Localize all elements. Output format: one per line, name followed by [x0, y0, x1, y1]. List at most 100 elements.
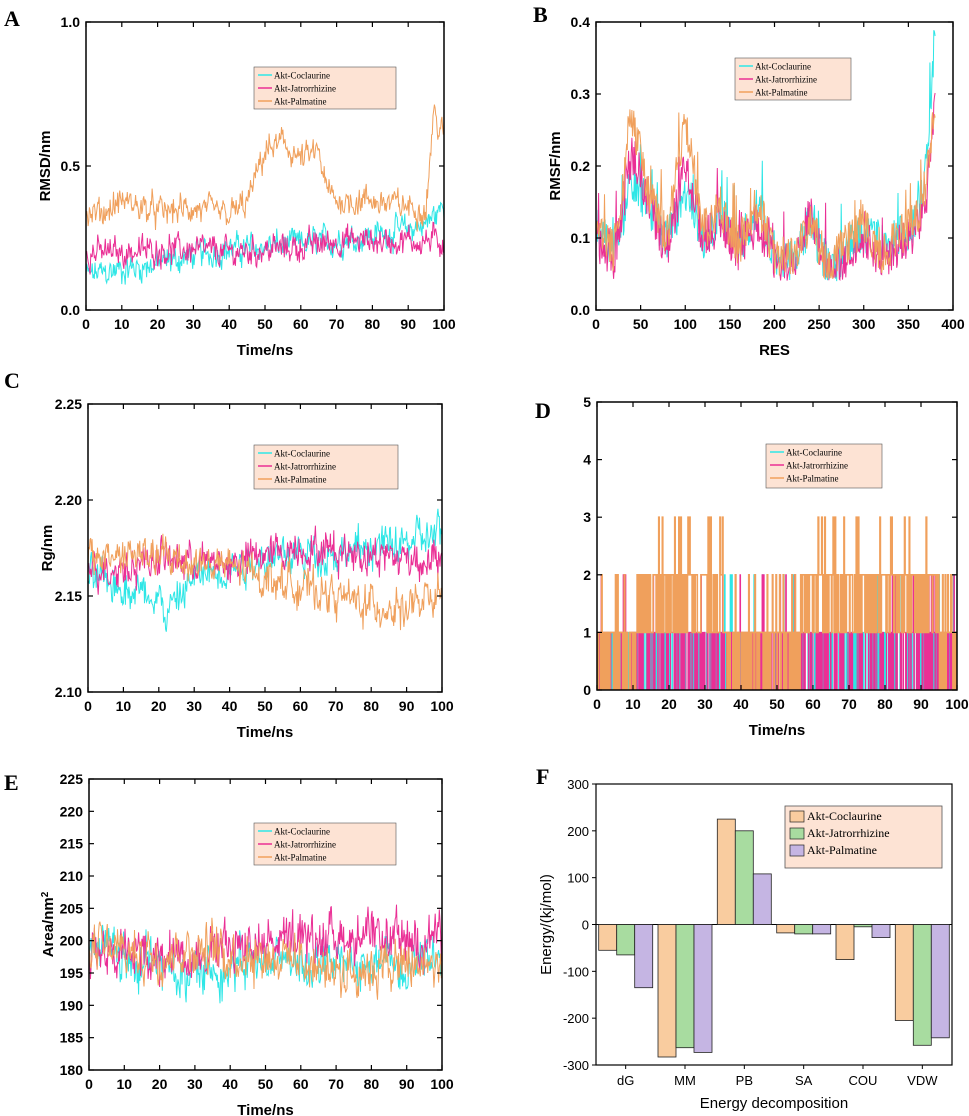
legend-label: Akt-Coclaurine [274, 449, 330, 459]
legend-label: Akt-Coclaurine [274, 827, 330, 837]
legend-C: Akt-Coclaurine Akt-Jatrorrhizine Akt-Palma… [253, 444, 399, 490]
x-axis-label: Energy decomposition [700, 1095, 848, 1112]
x-tick-label: 50 [257, 316, 273, 332]
y-tick-label: 0.3 [571, 86, 591, 102]
bar [812, 924, 832, 935]
plot-area-A [86, 104, 444, 285]
y-tick-label: 180 [60, 1062, 84, 1078]
x-tick-label: 90 [399, 698, 415, 714]
plot-area-D [597, 516, 957, 690]
x-tick-label: 40 [222, 698, 238, 714]
legend-label: Akt-Coclaurine [786, 448, 842, 458]
legend-label: Akt-Palmatine [274, 97, 327, 107]
panel-C: 0 10 20 30 40 50 60 70 80 90 100 2.10 2.15 2.20 2.25 Ti… [39, 396, 454, 741]
y-tick-label: 225 [60, 771, 84, 787]
x-axis-label: RES [759, 342, 790, 359]
panel-E: 0 10 20 30 40 50 60 70 80 90 100 180 185 190 195 200 205… [40, 771, 454, 1116]
legend-label: Akt-Jatrorrhizine [807, 826, 890, 840]
x-tick-label: 200 [763, 316, 787, 332]
x-tick-label: 60 [805, 696, 821, 712]
x-tick-label: 0 [82, 316, 90, 332]
x-tick-label: 30 [187, 1076, 203, 1092]
y-tick-label: 2.20 [55, 492, 82, 508]
legend-label: Akt-Jatrorrhizine [274, 840, 336, 850]
plot-area-E [89, 904, 442, 1004]
y-tick-label: 0.0 [571, 302, 591, 318]
series-line-2 [86, 221, 444, 275]
x-tick-label: 60 [293, 316, 309, 332]
x-tick-label: 30 [186, 316, 202, 332]
legend-swatch [789, 844, 805, 857]
x-tick-label: 400 [941, 316, 965, 332]
panel-letter-A: A [4, 6, 20, 31]
legend-box [765, 443, 883, 489]
bar [853, 924, 873, 928]
x-tick-label: 40 [222, 1076, 238, 1092]
x-tick-label: 20 [661, 696, 677, 712]
y-tick-label: 0 [583, 682, 591, 698]
y-axis-label: RMSF/nm [547, 131, 564, 200]
y-tick-label: 1.0 [61, 14, 81, 30]
x-tick-label: 10 [114, 316, 130, 332]
y-tick-label: 100 [567, 871, 589, 886]
legend-E: Akt-Coclaurine Akt-Jatrorrhizine Akt-Palma… [253, 822, 397, 866]
x-tick-label: 150 [718, 316, 742, 332]
y-tick-label: -300 [563, 1058, 589, 1073]
x-tick-label: 70 [841, 696, 857, 712]
x-tick-label: 0 [85, 1076, 93, 1092]
x-tick-label: 10 [117, 1076, 133, 1092]
x-tick-label: 350 [897, 316, 921, 332]
y-tick-label: 300 [567, 777, 589, 792]
y-tick-label: 2.15 [55, 588, 82, 604]
bar [675, 924, 695, 1049]
x-tick-label: 70 [328, 1076, 344, 1092]
x-tick-label: 90 [400, 316, 416, 332]
x-tick-label: 90 [399, 1076, 415, 1092]
x-tick-label: PB [736, 1073, 753, 1088]
bar [693, 924, 713, 1053]
panel-A: 0 10 20 30 40 50 60 70 80 90 100 0.0 0.5 1.0 Time/ns RM… [37, 14, 456, 359]
x-tick-label: 100 [430, 698, 454, 714]
x-tick-label: 90 [913, 696, 929, 712]
y-tick-label: -100 [563, 964, 589, 979]
x-tick-label: 20 [150, 316, 166, 332]
legend-swatch [789, 810, 805, 823]
y-tick-label: 0.1 [571, 230, 591, 246]
series-line-3 [597, 516, 957, 690]
x-axis-label: Time/ns [237, 724, 293, 741]
bar [912, 924, 932, 1046]
legend-B: Akt-Coclaurine Akt-Jatrorrhizine Akt-Palma… [734, 57, 852, 101]
y-tick-label: 0.5 [61, 158, 81, 174]
x-tick-label: MM [674, 1073, 696, 1088]
x-axis-label: Time/ns [237, 342, 293, 359]
x-tick-label: 100 [674, 316, 698, 332]
panel-letter-C: C [4, 368, 20, 393]
x-tick-label: 20 [152, 1076, 168, 1092]
legend-label: Akt-Palmatine [755, 88, 808, 98]
y-tick-label: 2.25 [55, 396, 82, 412]
x-tick-label: 300 [852, 316, 876, 332]
x-tick-label: 100 [430, 1076, 454, 1092]
y-tick-label: 205 [60, 900, 84, 916]
panel-letter-D: D [535, 398, 551, 423]
x-tick-label: 0 [593, 696, 601, 712]
bar [616, 924, 636, 956]
y-tick-label: 5 [583, 394, 591, 410]
legend-label: Akt-Palmatine [807, 843, 877, 857]
legend-box [734, 57, 852, 101]
x-tick-label: 80 [363, 698, 379, 714]
bar [752, 873, 772, 925]
legend-box [253, 444, 399, 490]
x-tick-label: 0 [592, 316, 600, 332]
y-tick-label: 0.0 [61, 302, 81, 318]
legend-label: Akt-Coclaurine [807, 809, 882, 823]
y-tick-label: 215 [60, 836, 84, 852]
series-line-1 [88, 508, 442, 632]
panel-letter-B: B [533, 2, 548, 27]
bar [794, 924, 814, 935]
y-tick-label: 0.4 [571, 14, 591, 30]
y-tick-label: 2.10 [55, 684, 82, 700]
x-tick-label: 10 [625, 696, 641, 712]
y-tick-label: 220 [60, 803, 84, 819]
legend-label: Akt-Jatrorrhizine [274, 84, 336, 94]
